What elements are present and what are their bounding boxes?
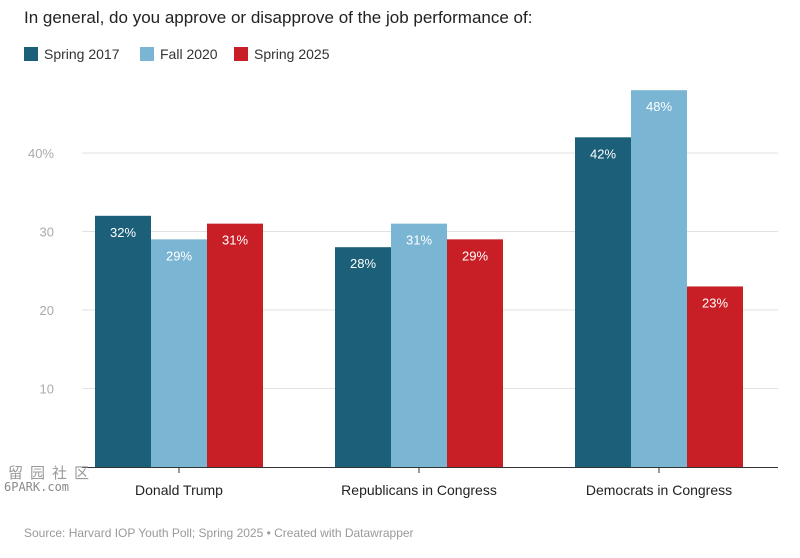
bar-spring-2025-democrats-in-congress — [687, 286, 743, 467]
y-tick-label-30: 30 — [40, 225, 54, 240]
bar-spring-2025-donald-trump — [207, 223, 263, 467]
bar-spring-2017-democrats-in-congress — [575, 137, 631, 468]
x-tick-label-republicans-in-congress: Republicans in Congress — [341, 482, 497, 498]
bar-fall-2020-donald-trump — [151, 239, 207, 467]
bar-spring-2025-republicans-in-congress — [447, 239, 503, 467]
legend-swatch-spring-2017 — [24, 47, 38, 61]
legend-label-fall-2020: Fall 2020 — [160, 46, 218, 62]
watermark-text: 6PARK.com — [4, 480, 70, 494]
chart-title: In general, do you approve or disapprove… — [24, 8, 533, 27]
bar-label-fall-2020-republicans-in-congress: 31% — [406, 233, 432, 248]
x-tick-label-democrats-in-congress: Democrats in Congress — [586, 482, 732, 498]
bar-fall-2020-republicans-in-congress — [391, 223, 447, 467]
y-tick-label-20: 20 — [40, 303, 54, 318]
bar-label-spring-2025-republicans-in-congress: 29% — [462, 248, 488, 263]
bar-label-fall-2020-democrats-in-congress: 48% — [646, 99, 672, 114]
bar-label-spring-2017-donald-trump: 32% — [110, 225, 136, 240]
x-tick-label-donald-trump: Donald Trump — [135, 482, 223, 498]
bar-label-spring-2025-democrats-in-congress: 23% — [702, 295, 728, 310]
legend-swatch-fall-2020 — [140, 47, 154, 61]
bar-label-spring-2017-democrats-in-congress: 42% — [590, 146, 616, 161]
legend-item-spring-2017: Spring 2017 — [24, 46, 120, 62]
bar-label-spring-2017-republicans-in-congress: 28% — [350, 256, 376, 271]
legend-item-spring-2025: Spring 2025 — [234, 46, 330, 62]
bar-spring-2017-donald-trump — [95, 215, 151, 467]
legend-label-spring-2025: Spring 2025 — [254, 46, 330, 62]
y-tick-label-10: 10 — [40, 382, 54, 397]
watermark-logo: 留园社区 6PARK.com — [2, 462, 98, 496]
source-note: Source: Harvard IOP Youth Poll; Spring 2… — [24, 526, 414, 540]
bar-label-spring-2025-donald-trump: 31% — [222, 233, 248, 248]
bar-fall-2020-democrats-in-congress — [631, 90, 687, 467]
bar-spring-2017-republicans-in-congress — [335, 247, 391, 467]
legend-swatch-spring-2025 — [234, 47, 248, 61]
bar-chart: 10 20 30 40% 32% 29% 31% 28% 31% 29% 42% 48% 23% Dona… — [28, 90, 778, 498]
legend-label-spring-2017: Spring 2017 — [44, 46, 120, 62]
legend-item-fall-2020: Fall 2020 — [140, 46, 218, 62]
y-tick-label-40: 40% — [28, 146, 54, 161]
bar-label-fall-2020-donald-trump: 29% — [166, 248, 192, 263]
watermark-chars: 留园社区 — [8, 464, 97, 482]
